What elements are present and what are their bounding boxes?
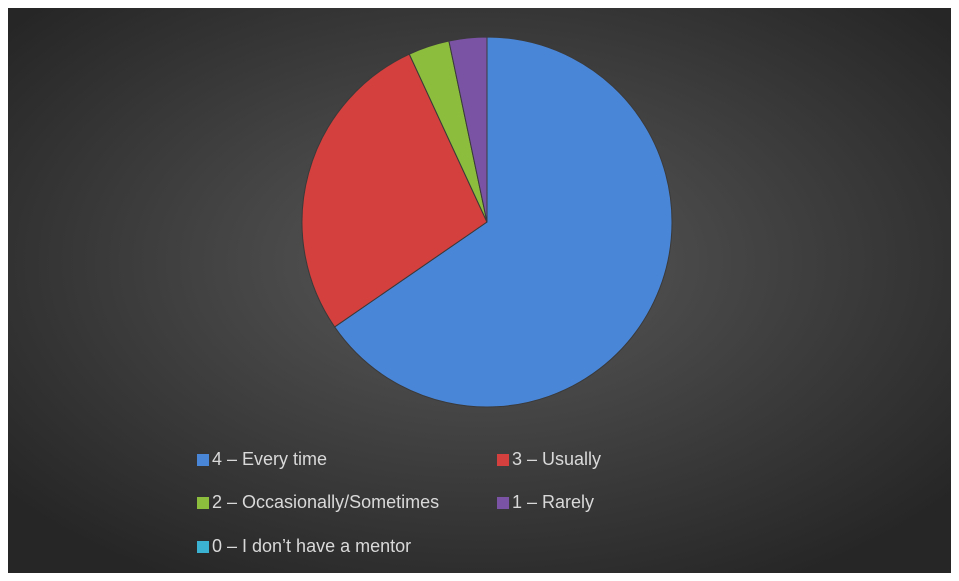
legend-marker (197, 541, 209, 553)
legend-label: 3 – Usually (512, 449, 601, 469)
pie-slice (448, 36, 488, 223)
legend-marker (197, 454, 209, 466)
legend-label: 4 – Every time (212, 449, 327, 469)
legend-label: 2 – Occasionally/Sometimes (212, 492, 439, 512)
legend-marker (197, 497, 209, 509)
legend-label: 1 – Rarely (512, 492, 594, 512)
legend-marker (497, 497, 509, 509)
legend-label: 0 – I don’t have a mentor (212, 536, 411, 556)
pie-slice (333, 36, 673, 408)
legend-marker (497, 454, 509, 466)
